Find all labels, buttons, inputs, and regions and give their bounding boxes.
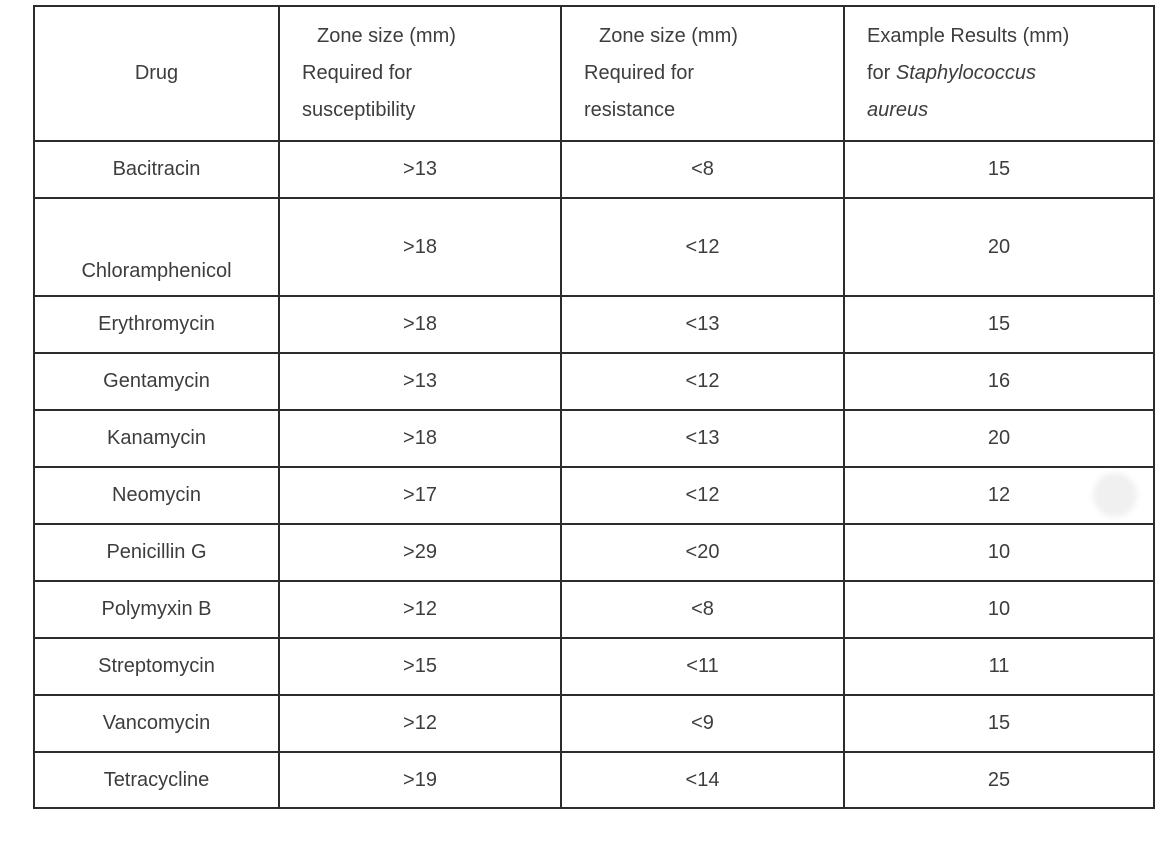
cell-susceptibility: >12	[278, 694, 562, 753]
cell-example: 11	[843, 637, 1155, 696]
header-label-line: susceptibility	[302, 99, 416, 121]
table-body: Bacitracin >13 <8 15 Chloramphenicol >18 <12 20…	[33, 140, 1155, 809]
header-label-line: resistance	[584, 99, 676, 121]
cell-drug: Erythromycin	[33, 295, 280, 354]
header-label-prefix: for	[867, 62, 896, 84]
cell-example: 16	[843, 352, 1155, 411]
header-label: Drug	[134, 62, 179, 84]
table-row: Bacitracin >13 <8 15	[33, 140, 1155, 199]
cell-drug: Streptomycin	[33, 637, 280, 696]
cell-drug: Gentamycin	[33, 352, 280, 411]
zone-size-table: Drug Zone size (mm) Required for suscept…	[33, 5, 1155, 809]
table-row: Erythromycin >18 <13 15	[33, 295, 1155, 354]
table-header: Drug Zone size (mm) Required for suscept…	[33, 5, 1155, 142]
smudge-circle	[1093, 473, 1137, 517]
table-row: Vancomycin >12 <9 15	[33, 694, 1155, 753]
cell-example: 25	[843, 751, 1155, 809]
cell-drug: Penicillin G	[33, 523, 280, 582]
col-header-example-results: Example Results (mm) for Staphylococcus …	[843, 5, 1155, 142]
cell-susceptibility: >13	[278, 352, 562, 411]
cell-susceptibility: >19	[278, 751, 562, 809]
table-row: Kanamycin >18 <13 20	[33, 409, 1155, 468]
header-label-line: for Staphylococcus aureus	[867, 55, 1079, 129]
cell-resistance: <20	[560, 523, 845, 582]
cell-drug: Tetracycline	[33, 751, 280, 809]
cell-example: 15	[843, 140, 1155, 199]
table-row: Streptomycin >15 <11 11	[33, 637, 1155, 696]
header-label-line: Example Results (mm)	[867, 25, 1070, 47]
cell-susceptibility: >15	[278, 637, 562, 696]
cell-susceptibility: >17	[278, 466, 562, 525]
cell-resistance: <8	[560, 140, 845, 199]
cell-susceptibility: >18	[278, 197, 562, 297]
cell-resistance: <13	[560, 409, 845, 468]
col-header-drug: Drug	[33, 5, 280, 142]
table-row: Polymyxin B >12 <8 10	[33, 580, 1155, 639]
cell-resistance: <12	[560, 352, 845, 411]
cell-example: 15	[843, 694, 1155, 753]
cell-resistance: <8	[560, 580, 845, 639]
col-header-resistance: Zone size (mm) Required for resistance	[560, 5, 845, 142]
cell-susceptibility: >12	[278, 580, 562, 639]
table-row: Penicillin G >29 <20 10	[33, 523, 1155, 582]
cell-resistance: <12	[560, 466, 845, 525]
col-header-susceptibility: Zone size (mm) Required for susceptibili…	[278, 5, 562, 142]
cell-susceptibility: >13	[278, 140, 562, 199]
cell-resistance: <12	[560, 197, 845, 297]
table-row: Neomycin >17 <12 12	[33, 466, 1155, 525]
cell-resistance: <13	[560, 295, 845, 354]
species-name-italic: Staphylococcus aureus	[867, 62, 1036, 121]
cell-drug: Kanamycin	[33, 409, 280, 468]
cell-drug: Neomycin	[33, 466, 280, 525]
cell-drug: Vancomycin	[33, 694, 280, 753]
cell-susceptibility: >18	[278, 295, 562, 354]
header-label-line: Zone size (mm)	[599, 25, 738, 47]
header-row: Drug Zone size (mm) Required for suscept…	[33, 5, 1155, 142]
cell-resistance: <9	[560, 694, 845, 753]
table-row: Gentamycin >13 <12 16	[33, 352, 1155, 411]
header-label-line: Zone size (mm)	[317, 25, 456, 47]
header-label-line: Required for	[584, 62, 695, 84]
cell-example: 20	[843, 409, 1155, 468]
cell-example: 10	[843, 580, 1155, 639]
table-row: Chloramphenicol >18 <12 20	[33, 197, 1155, 297]
cell-drug: Polymyxin B	[33, 580, 280, 639]
cell-resistance: <14	[560, 751, 845, 809]
cell-susceptibility: >29	[278, 523, 562, 582]
cell-drug: Bacitracin	[33, 140, 280, 199]
header-label-line: Required for	[302, 62, 413, 84]
cell-example: 20	[843, 197, 1155, 297]
cell-example: 15	[843, 295, 1155, 354]
table-row: Tetracycline >19 <14 25	[33, 751, 1155, 809]
cell-susceptibility: >18	[278, 409, 562, 468]
cell-resistance: <11	[560, 637, 845, 696]
cell-drug: Chloramphenicol	[33, 197, 280, 297]
cell-example: 10	[843, 523, 1155, 582]
